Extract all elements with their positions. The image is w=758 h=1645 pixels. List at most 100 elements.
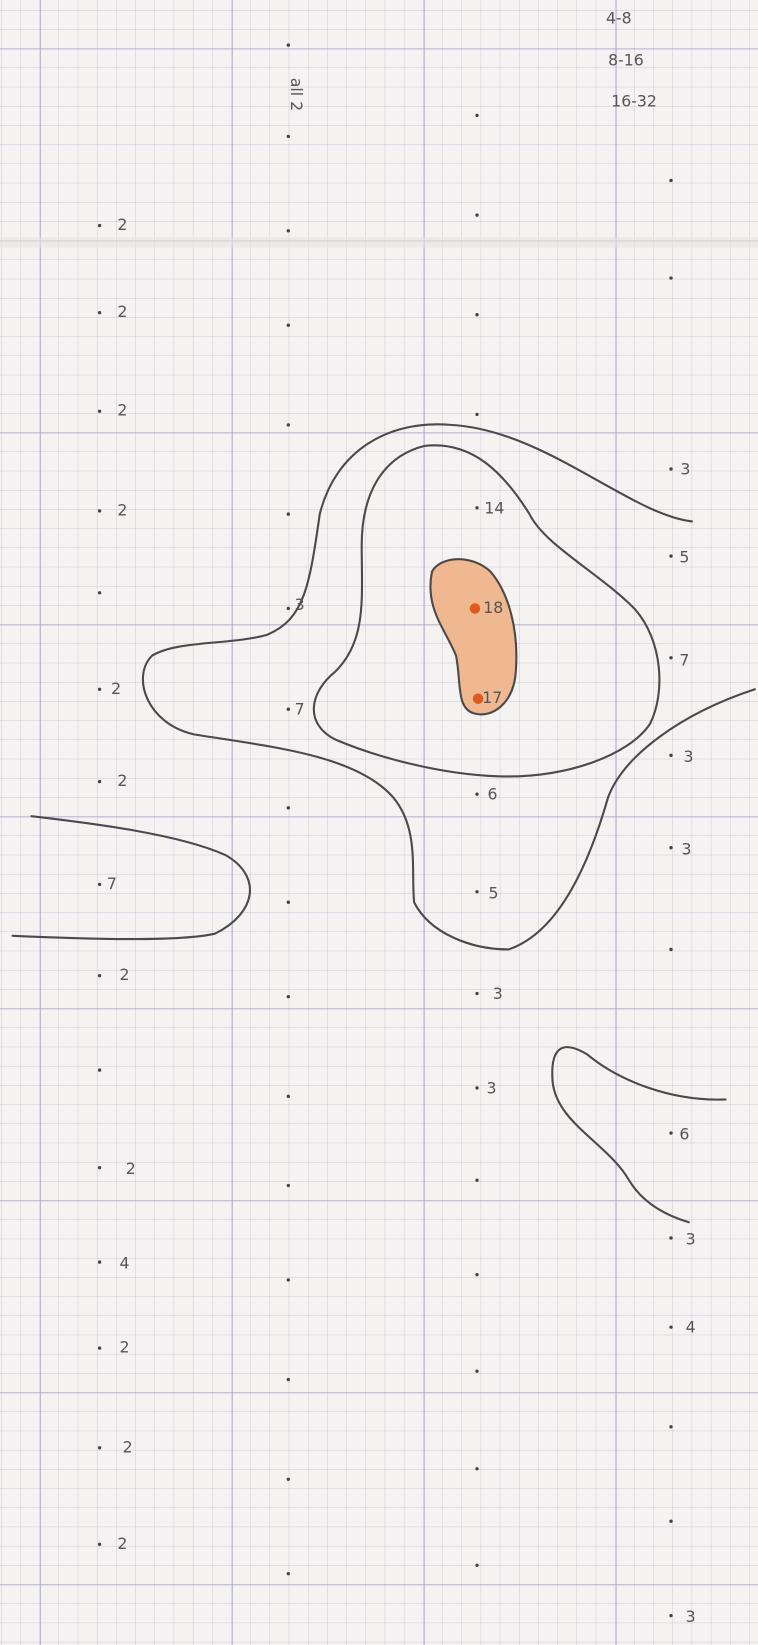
sample-dot <box>97 409 102 413</box>
point-label: 2 <box>120 965 130 984</box>
sample-dot <box>286 134 290 139</box>
sample-dot <box>286 1278 290 1282</box>
sample-dot <box>475 991 479 996</box>
point-label: 17 <box>482 688 502 707</box>
point-label: 5 <box>489 883 499 902</box>
point-label: 6 <box>679 1125 689 1144</box>
point-label: 2 <box>117 302 127 321</box>
sample-dot <box>97 1346 102 1350</box>
sample-dot <box>97 779 102 784</box>
sample-dot <box>97 687 102 691</box>
point-label: 2 <box>123 1437 133 1456</box>
point-label: 14 <box>484 498 504 517</box>
point-label: 2 <box>117 215 127 234</box>
sample-dot <box>475 412 479 417</box>
sample-dot <box>669 947 673 952</box>
sample-dot <box>97 310 102 315</box>
sample-dot <box>669 554 673 558</box>
sample-dot <box>97 509 102 513</box>
legend-entry: 8-16 <box>608 50 644 69</box>
sample-dot <box>475 313 479 317</box>
sample-dot <box>286 512 290 516</box>
point-label: 2 <box>117 771 127 790</box>
point-label: 2 <box>117 1534 127 1553</box>
sample-dot <box>97 1446 102 1450</box>
sample-dot <box>669 1131 673 1135</box>
sample-dot <box>286 423 290 427</box>
sample-dot <box>286 900 290 904</box>
sample-dot <box>286 707 290 711</box>
sample-dot <box>669 1236 673 1240</box>
point-label: 7 <box>679 650 689 669</box>
right-contour <box>551 1046 727 1224</box>
point-label: 3 <box>681 839 691 858</box>
point-labels: 2 2 2 2 2 2 7 2 2 4 2 2 2 3 7 14 18 17 6… <box>107 215 696 1626</box>
sample-dot <box>669 467 673 471</box>
sample-dot <box>286 1094 290 1098</box>
point-label: 4 <box>120 1254 130 1273</box>
legend-entry: 16-32 <box>611 91 657 110</box>
point-label: 5 <box>679 548 689 567</box>
sample-dot <box>97 1542 102 1546</box>
point-label: 3 <box>686 1230 696 1249</box>
outer-contour <box>142 423 756 951</box>
sample-dot <box>669 656 673 660</box>
point-label: 2 <box>120 1338 130 1357</box>
sample-dot <box>669 1519 673 1523</box>
sample-dot <box>669 1425 673 1429</box>
sample-dot <box>475 113 479 118</box>
note: all 2 <box>287 78 306 111</box>
sample-dot <box>286 994 290 999</box>
point-label: 3 <box>680 459 690 478</box>
point-label: 2 <box>117 401 127 420</box>
point-label: 2 <box>126 1159 136 1178</box>
point-label: 7 <box>107 874 117 893</box>
point-label: 3 <box>486 1078 496 1097</box>
sample-dots <box>97 43 673 1618</box>
sample-dot <box>669 753 673 758</box>
point-label: 7 <box>295 700 305 719</box>
sample-dot <box>97 223 102 228</box>
sample-dot <box>97 1068 102 1072</box>
paper-fold <box>0 237 758 248</box>
sample-dot <box>286 1183 290 1188</box>
inner-contour <box>312 444 661 778</box>
point-label: 3 <box>493 984 503 1003</box>
sample-dot <box>475 890 479 894</box>
peak-dot <box>472 693 484 704</box>
sample-dot <box>475 1467 479 1471</box>
sample-dot <box>475 1563 479 1567</box>
sample-dot <box>669 1613 673 1618</box>
sample-dot <box>286 1477 290 1481</box>
sample-dot <box>475 506 479 510</box>
sample-dot <box>286 43 290 47</box>
sample-dot <box>97 973 102 978</box>
sample-dot <box>475 213 479 217</box>
sample-dot <box>669 846 673 850</box>
point-label: 3 <box>295 595 305 614</box>
point-label: 3 <box>684 747 694 766</box>
sample-dot <box>286 606 290 611</box>
sample-dot <box>97 1165 102 1170</box>
point-label: 6 <box>488 785 498 804</box>
sample-dot <box>475 792 479 796</box>
sample-dot <box>97 591 102 595</box>
point-label: 3 <box>686 1607 696 1626</box>
peak-dot <box>469 603 481 614</box>
sample-dot <box>669 276 673 280</box>
point-label: 18 <box>483 598 503 617</box>
sample-dot <box>286 323 290 327</box>
sample-dot <box>286 1377 290 1382</box>
sample-dot <box>669 1325 673 1329</box>
sample-dot <box>475 1178 479 1182</box>
sample-dot <box>669 178 673 183</box>
sample-dot <box>286 1571 290 1576</box>
sample-dot <box>286 806 290 810</box>
sample-dot <box>475 1086 479 1090</box>
point-label: 2 <box>117 500 127 519</box>
sample-dot <box>475 1369 479 1373</box>
sample-dot <box>475 1272 479 1277</box>
